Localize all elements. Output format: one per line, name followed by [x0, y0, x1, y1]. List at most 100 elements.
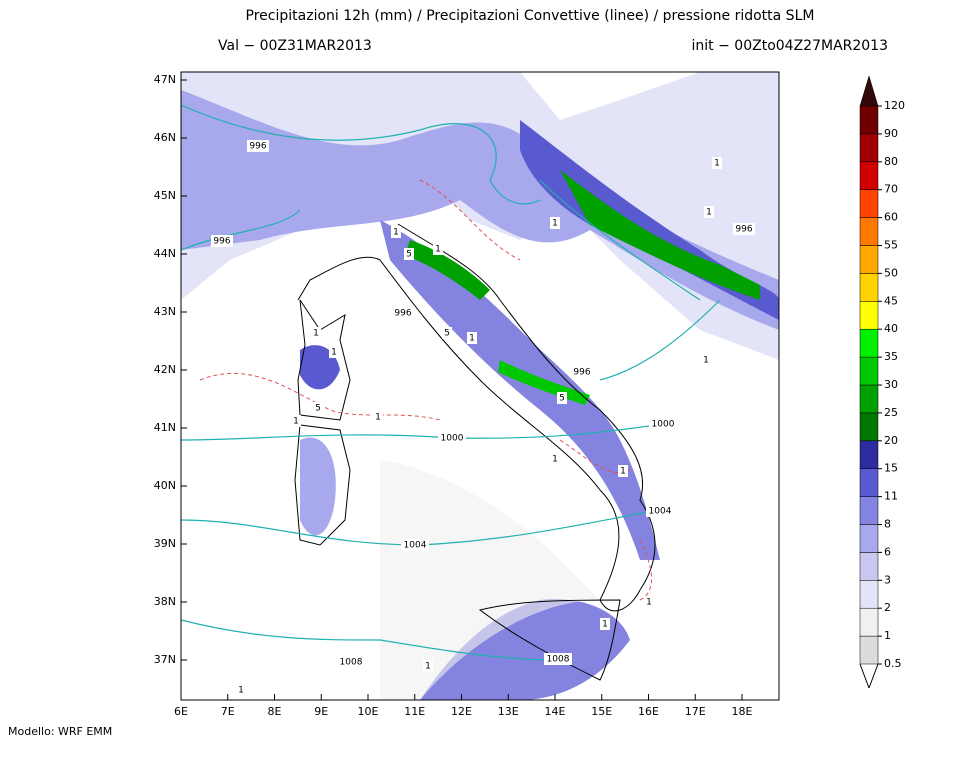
lat-label: 40N: [154, 479, 176, 492]
colorbar-label: 35: [884, 350, 898, 363]
contour-label-bg: [401, 539, 429, 551]
colorbar-segment: [859, 328, 879, 358]
contour-label-bg: [337, 656, 365, 668]
colorbar-segment: [859, 635, 879, 665]
contour-label-bg: [433, 243, 443, 255]
lat-label: 44N: [154, 247, 176, 260]
contour-label-bg: [704, 206, 714, 218]
contour-label: 1: [331, 348, 337, 358]
colorbar-label: 90: [884, 127, 898, 140]
contour-label: 1: [714, 159, 720, 169]
colorbar-segment: [859, 440, 879, 469]
colorbar-segment: [859, 552, 879, 581]
lat-label: 42N: [154, 363, 176, 376]
contour-label-bg: [247, 140, 269, 152]
contour-label: 1: [469, 334, 475, 344]
contour-label-bg: [571, 366, 593, 378]
lon-label: 12E: [451, 705, 472, 718]
lat-label: 38N: [154, 595, 176, 608]
lat-label: 47N: [154, 73, 176, 86]
contour-label-bg: [701, 354, 711, 366]
colorbar-label: 80: [884, 155, 898, 168]
contour-label-bg: [236, 684, 246, 696]
lon-label: 14E: [545, 705, 566, 718]
footer: Modello: WRF EMM: [8, 725, 112, 738]
lon-label: 10E: [358, 705, 379, 718]
colorbar-label: 0.5: [884, 657, 902, 670]
contour-label: 1004: [649, 507, 672, 517]
colorbar-segment: [859, 161, 879, 190]
contour-label-bg: [438, 432, 466, 444]
contour-label: 1: [238, 686, 244, 696]
lat-label: 45N: [154, 189, 176, 202]
contour-label: 1: [435, 245, 441, 255]
colorbar-segment: [859, 356, 879, 386]
contour-label: 996: [573, 368, 590, 378]
colorbar-label: 60: [884, 211, 898, 224]
contour-label: 1: [393, 228, 399, 238]
lon-label: 13E: [498, 705, 519, 718]
contour-label: 1: [313, 329, 319, 339]
contour-label: 5: [406, 250, 412, 260]
contour-label-bg: [329, 346, 339, 358]
colorbar-label: 15: [884, 462, 898, 475]
colorbar-label: 2: [884, 601, 891, 614]
contour-label-bg: [442, 327, 452, 339]
valid-time: Val − 00Z31MAR2013: [218, 38, 372, 54]
colorbar-tail: [859, 663, 879, 689]
lon-label: 9E: [314, 705, 328, 718]
contour-label: 1004: [404, 541, 427, 551]
colorbar-segment: [859, 412, 879, 442]
lon-label: 8E: [268, 705, 282, 718]
contour-label: 1000: [441, 434, 464, 444]
contour-label: 1: [602, 620, 608, 630]
contour-label-bg: [550, 217, 560, 229]
contour-label: 1008: [547, 655, 570, 665]
contour-label-bg: [311, 327, 321, 339]
lat-label: 37N: [154, 653, 176, 666]
init-time: init − 00Zto04Z27MAR2013: [692, 38, 888, 54]
lon-label: 15E: [591, 705, 612, 718]
colorbar-label: 11: [884, 490, 898, 503]
contour-label: 5: [559, 394, 565, 404]
title: Precipitazioni 12h (mm) / Precipitazioni…: [246, 8, 815, 24]
colorbar-segment: [859, 301, 879, 330]
lon-label: 7E: [221, 705, 235, 718]
contour-label-bg: [646, 505, 674, 517]
colorbar-label: 120: [884, 99, 905, 112]
colorbar-segment: [859, 245, 879, 274]
colorbar-segment: [859, 273, 879, 302]
contour-label-bg: [557, 392, 567, 404]
contour-labels: 996 996 1 5 1 996 5 1 1 1 996 5 5 1 1 1000 1000 1 1 1004 100…: [211, 140, 755, 696]
colorbar-segment: [859, 189, 879, 218]
contour-label-bg: [467, 332, 477, 344]
contour-label-bg: [550, 453, 560, 465]
lat-label: 39N: [154, 537, 176, 550]
colorbar-label: 20: [884, 434, 898, 447]
contour-label: 996: [213, 237, 230, 247]
contour-label-bg: [373, 411, 383, 423]
colorbar-segment: [859, 384, 879, 414]
contour-label-bg: [423, 660, 433, 672]
lon-label: 16E: [638, 705, 659, 718]
colorbar-segment: [859, 217, 879, 246]
contour-label: 5: [315, 404, 321, 414]
colorbar-segment: [859, 524, 879, 553]
contour-label-bg: [600, 618, 610, 630]
contour-label: 1: [552, 219, 558, 229]
contour-label: 1: [646, 598, 652, 608]
contour-label-bg: [313, 402, 323, 414]
contour-label: 1008: [340, 658, 363, 668]
contour-label-bg: [649, 418, 677, 430]
lon-label: 11E: [404, 705, 425, 718]
colorbar-label: 6: [884, 545, 891, 558]
contour-label-bg: [391, 226, 401, 238]
contour-label-bg: [733, 223, 755, 235]
lat-label: 43N: [154, 305, 176, 318]
colorbar: 0.5 1 2 3 6 8 11 15 20 25 30 35 40 45 50 55 60 70 80 90 120: [859, 75, 905, 689]
contour-label-bg: [644, 596, 654, 608]
lon-label: 17E: [685, 705, 706, 718]
contour-label: 1: [703, 356, 709, 366]
contour-label: 1: [620, 467, 626, 477]
colorbar-segment: [859, 468, 879, 497]
